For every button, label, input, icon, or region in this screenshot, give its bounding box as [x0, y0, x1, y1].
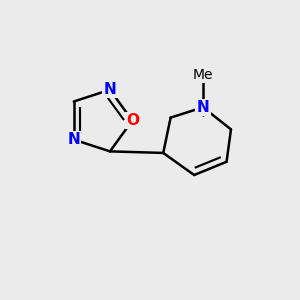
Text: N: N — [196, 100, 209, 115]
Text: O: O — [126, 113, 139, 128]
Text: Me: Me — [193, 68, 213, 82]
Text: N: N — [68, 132, 80, 147]
Text: N: N — [103, 82, 116, 97]
